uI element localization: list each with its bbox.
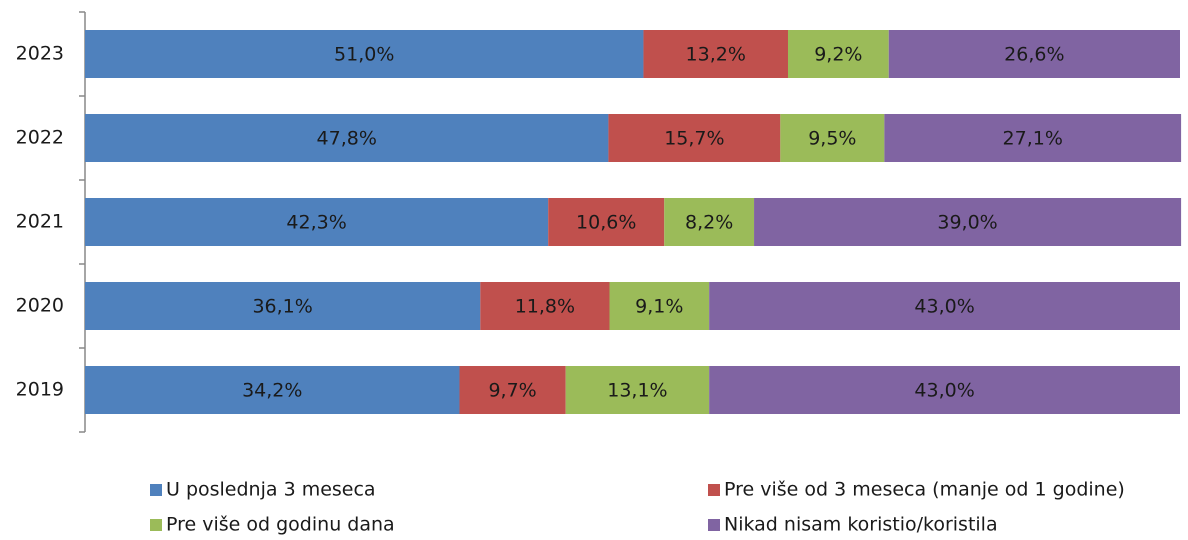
y-tick-label: 2021 [16,211,64,233]
data-label: 43,0% [914,380,974,402]
bar-segment [459,366,566,414]
data-label: 51,0% [334,44,394,66]
legend-swatch [150,519,162,531]
legend-swatch [708,484,720,496]
bar-segment [754,198,1182,246]
bar-segment [780,114,885,162]
bar-segment [709,366,1180,414]
data-label: 11,8% [515,296,575,318]
bar-segment [85,366,460,414]
data-label: 26,6% [1004,44,1064,66]
bar-segment [608,114,781,162]
data-label: 39,0% [937,212,997,234]
legend-label: U poslednja 3 meseca [166,479,376,501]
bar-segment [85,198,549,246]
data-label: 47,8% [317,128,377,150]
y-tick-label: 2022 [16,127,64,149]
bar-segment [565,366,710,414]
bar-segment [609,282,710,330]
bar-segment [85,282,481,330]
bar-segment [643,30,788,78]
data-label: 13,1% [607,380,667,402]
data-label: 34,2% [242,380,302,402]
data-label: 10,6% [576,212,636,234]
bar-segment [85,30,644,78]
data-label: 13,2% [686,44,746,66]
y-tick-label: 2020 [16,295,64,317]
data-label: 27,1% [1003,128,1063,150]
data-label: 9,2% [814,44,862,66]
bar-segment [888,30,1180,78]
legend-swatch [708,519,720,531]
bar-segment [548,198,665,246]
bar-segment [787,30,889,78]
data-label: 9,5% [808,128,856,150]
bar-segment [709,282,1180,330]
legend-label: Pre više od godinu dana [166,514,395,536]
bar-segment [884,114,1182,162]
data-label: 43,0% [914,296,974,318]
y-tick-label: 2019 [16,379,64,401]
legend-label: Nikad nisam koristio/koristila [724,514,998,536]
legend-label: Pre više od 3 meseca (manje od 1 godine) [724,479,1125,501]
legend-swatch [150,484,162,496]
bar-segment [664,198,755,246]
bar-segment [85,114,609,162]
y-tick-label: 2023 [16,43,64,65]
data-label: 9,1% [635,296,683,318]
data-label: 8,2% [685,212,733,234]
bar-segment [480,282,610,330]
data-label: 36,1% [252,296,312,318]
data-label: 15,7% [664,128,724,150]
data-label: 42,3% [286,212,346,234]
data-label: 9,7% [488,380,536,402]
